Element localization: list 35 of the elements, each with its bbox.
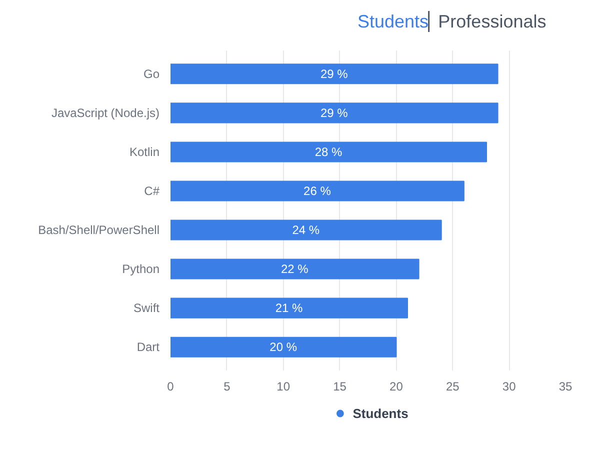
y-tick-label: Dart bbox=[136, 340, 160, 354]
text: Professionals bbox=[438, 12, 546, 32]
data-label: 26 % bbox=[304, 184, 332, 198]
x-tick-label: 20 bbox=[390, 380, 404, 394]
data-label: 28 % bbox=[314, 144, 343, 159]
x-tick-label: 35 bbox=[558, 380, 572, 394]
bar bbox=[170, 220, 442, 240]
data-label: 21 % bbox=[275, 301, 304, 316]
x-tick-label: 25 bbox=[446, 380, 460, 394]
bar bbox=[170, 180, 464, 202]
bar bbox=[170, 336, 397, 358]
x-tick-label: 30 bbox=[502, 380, 516, 394]
y-tick-label: Swift bbox=[133, 301, 160, 316]
data-label: 20 % bbox=[270, 340, 298, 354]
text: Students bbox=[358, 12, 429, 32]
data-label: 22 % bbox=[280, 262, 309, 276]
y-tick-label: Python bbox=[122, 262, 160, 276]
x-tick-label: 15 bbox=[333, 380, 347, 394]
bar bbox=[170, 64, 498, 84]
legend-label: Students bbox=[352, 406, 408, 420]
x-tick-label: 5 bbox=[224, 380, 231, 394]
x-tick-label: 0 bbox=[167, 380, 174, 394]
bar bbox=[170, 142, 487, 162]
data-label: 29 % bbox=[320, 106, 348, 120]
x-tick-label: 10 bbox=[276, 380, 290, 394]
y-tick-label: Go bbox=[143, 66, 160, 81]
bar bbox=[170, 102, 498, 124]
data-label: 24 % bbox=[292, 223, 320, 238]
y-tick-label: Kotlin bbox=[129, 144, 160, 159]
y-tick-label: Bash/Shell/PowerShell bbox=[38, 223, 160, 238]
bar bbox=[170, 298, 408, 318]
y-tick-label: C# bbox=[144, 184, 160, 198]
y-tick-label: JavaScript (Node.js) bbox=[51, 106, 160, 120]
data-label: 29 % bbox=[320, 66, 348, 81]
bar bbox=[170, 258, 420, 280]
